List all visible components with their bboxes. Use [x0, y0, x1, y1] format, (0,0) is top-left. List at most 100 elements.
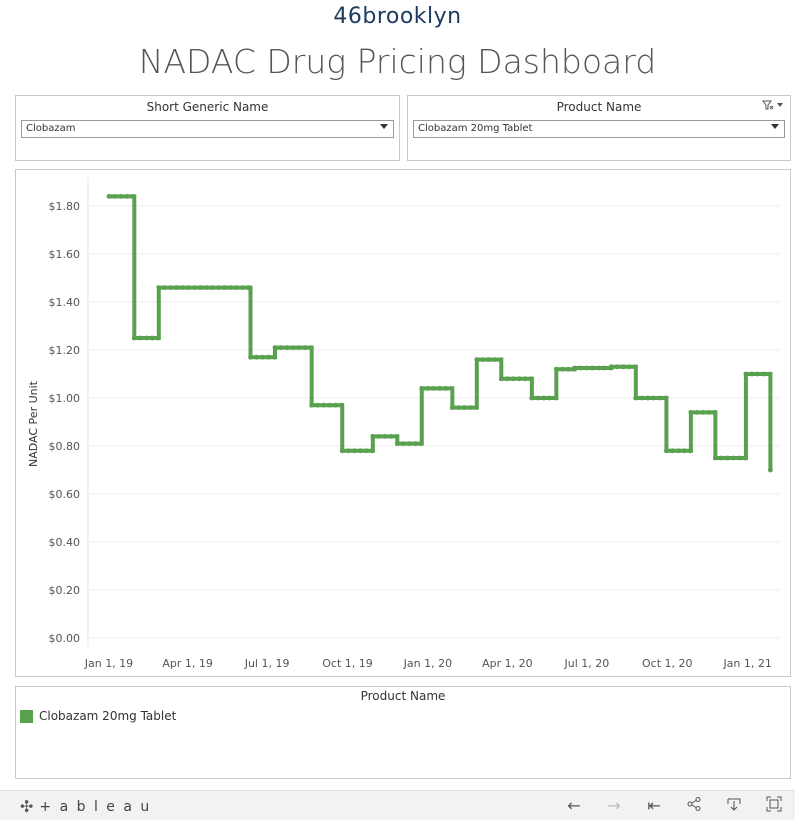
data-point[interactable]: [688, 410, 694, 415]
data-point[interactable]: [578, 365, 584, 371]
filter-clear-icon[interactable]: [762, 100, 786, 113]
data-point[interactable]: [106, 194, 112, 199]
share-icon[interactable]: [683, 796, 705, 816]
data-point[interactable]: [216, 285, 222, 290]
redo-icon[interactable]: →: [607, 796, 621, 815]
data-point[interactable]: [234, 285, 240, 290]
data-point[interactable]: [633, 395, 639, 401]
data-point[interactable]: [321, 402, 327, 408]
data-point[interactable]: [761, 371, 767, 377]
data-point[interactable]: [394, 441, 400, 446]
data-point[interactable]: [228, 285, 234, 290]
legend-item[interactable]: Clobazam 20mg Tablet: [20, 709, 176, 723]
data-point[interactable]: [553, 395, 559, 401]
data-point[interactable]: [240, 285, 246, 290]
data-point[interactable]: [388, 434, 394, 439]
data-point[interactable]: [706, 410, 712, 415]
data-point[interactable]: [590, 365, 596, 371]
data-point[interactable]: [767, 371, 773, 377]
data-point[interactable]: [369, 448, 375, 454]
data-point[interactable]: [749, 371, 755, 377]
data-point[interactable]: [376, 434, 382, 439]
data-point[interactable]: [473, 405, 479, 410]
data-point[interactable]: [149, 335, 155, 341]
nadac-line-chart[interactable]: $0.00 $0.20 $0.40 $0.60 $0.80 $1.00 $1.20 $1.40…: [16, 170, 790, 676]
data-point[interactable]: [210, 285, 216, 290]
data-point[interactable]: [278, 345, 284, 350]
data-point[interactable]: [443, 386, 449, 391]
undo-icon[interactable]: ←: [567, 796, 581, 815]
data-point[interactable]: [419, 386, 425, 391]
data-point[interactable]: [632, 364, 638, 370]
data-point[interactable]: [124, 194, 130, 199]
data-point[interactable]: [718, 455, 724, 461]
data-point[interactable]: [284, 345, 290, 350]
data-point[interactable]: [584, 365, 590, 371]
data-point[interactable]: [137, 335, 143, 341]
data-point[interactable]: [363, 448, 369, 454]
data-point[interactable]: [339, 402, 345, 408]
data-point[interactable]: [412, 441, 418, 446]
data-point[interactable]: [547, 395, 553, 401]
data-point[interactable]: [118, 194, 124, 199]
data-point[interactable]: [492, 357, 498, 362]
data-point[interactable]: [260, 354, 265, 360]
revert-icon[interactable]: ⇤: [647, 796, 661, 815]
data-point[interactable]: [394, 434, 400, 439]
data-point[interactable]: [596, 365, 602, 371]
data-point[interactable]: [296, 345, 302, 350]
data-point[interactable]: [480, 357, 486, 362]
data-point[interactable]: [308, 345, 314, 350]
data-point[interactable]: [651, 395, 657, 401]
data-point[interactable]: [700, 410, 706, 415]
data-point[interactable]: [559, 366, 565, 372]
data-point[interactable]: [437, 386, 443, 391]
data-point[interactable]: [516, 376, 522, 382]
data-point[interactable]: [541, 395, 547, 401]
data-point[interactable]: [246, 285, 252, 290]
data-point[interactable]: [266, 354, 271, 360]
data-point[interactable]: [455, 405, 461, 410]
data-point[interactable]: [272, 345, 278, 350]
data-point[interactable]: [664, 448, 669, 454]
data-point[interactable]: [498, 357, 504, 362]
data-point[interactable]: [272, 354, 277, 360]
data-point[interactable]: [449, 405, 455, 410]
data-point[interactable]: [174, 285, 180, 290]
download-icon[interactable]: [723, 796, 745, 816]
data-point[interactable]: [309, 402, 315, 408]
data-point[interactable]: [327, 402, 333, 408]
generic-name-select[interactable]: Clobazam: [21, 120, 394, 138]
data-point[interactable]: [156, 285, 162, 290]
data-point[interactable]: [767, 467, 773, 473]
data-point[interactable]: [351, 448, 357, 454]
data-point[interactable]: [645, 395, 651, 401]
data-point[interactable]: [712, 455, 718, 461]
data-point[interactable]: [755, 371, 761, 377]
data-point[interactable]: [614, 364, 620, 370]
data-point[interactable]: [529, 395, 535, 401]
data-point[interactable]: [694, 410, 700, 415]
data-point[interactable]: [736, 455, 742, 461]
data-point[interactable]: [406, 441, 412, 446]
data-point[interactable]: [486, 357, 492, 362]
data-point[interactable]: [688, 448, 693, 454]
data-point[interactable]: [162, 285, 168, 290]
data-point[interactable]: [676, 448, 681, 454]
data-point[interactable]: [510, 376, 516, 382]
data-point[interactable]: [370, 434, 376, 439]
data-point[interactable]: [504, 376, 510, 382]
data-point[interactable]: [742, 455, 748, 461]
data-point[interactable]: [449, 386, 455, 391]
data-point[interactable]: [467, 405, 473, 410]
data-point[interactable]: [474, 357, 480, 362]
data-point[interactable]: [248, 354, 253, 360]
data-point[interactable]: [528, 376, 534, 382]
data-point[interactable]: [602, 365, 608, 371]
data-point[interactable]: [712, 410, 718, 415]
data-point[interactable]: [608, 364, 614, 370]
data-point[interactable]: [345, 448, 351, 454]
data-point[interactable]: [382, 434, 388, 439]
data-point[interactable]: [682, 448, 687, 454]
data-point[interactable]: [663, 395, 669, 401]
